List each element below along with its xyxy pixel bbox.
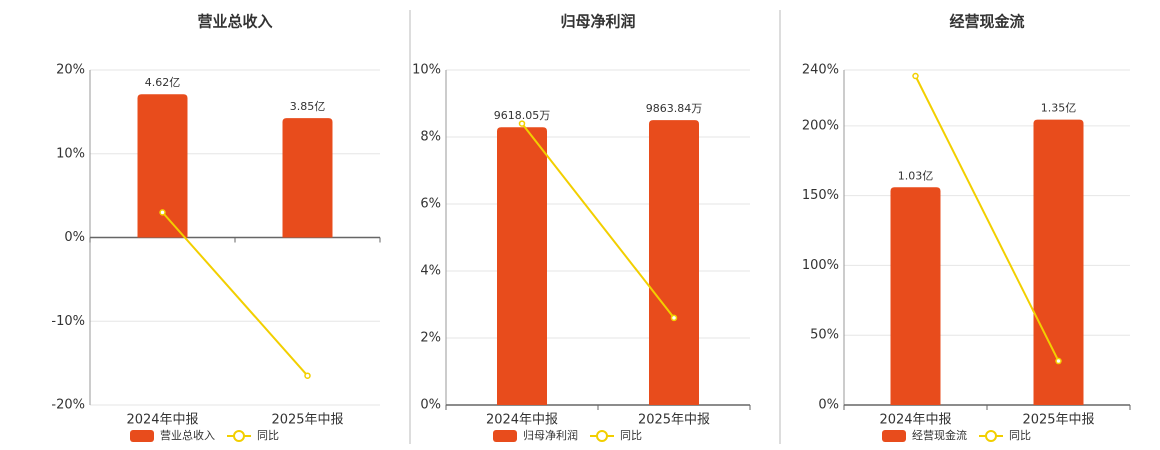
y-tick-label: 0% [420,398,441,413]
y-tick-label: 100% [802,258,839,273]
legend-label: 同比 [1009,429,1031,442]
y-tick-label: 2% [420,331,441,346]
value-label: 9618.05万 [494,109,551,122]
legend-swatch [493,430,517,442]
y-tick-label: 240% [802,63,839,78]
legend-label: 营业总收入 [160,428,215,442]
legend-swatch [233,430,245,442]
y-tick-label: 50% [810,328,839,343]
legend-swatch [882,430,906,442]
chart-title: 归母净利润 [560,13,635,31]
value-label: 1.35亿 [1041,102,1077,115]
value-label: 4.62亿 [145,76,181,89]
line [161,211,309,377]
point [304,372,311,379]
bar [649,120,699,406]
bar [890,187,941,405]
value-label: 9863.84万 [646,102,703,115]
x-tick-label: 2024年中报 [486,413,558,428]
bar [497,127,547,405]
y-tick-label: 0% [818,398,839,413]
point [670,314,678,322]
y-tick-label: -20% [51,398,85,413]
y-tick-label: 10% [412,63,441,78]
legend-label: 归母净利润 [523,428,578,442]
y-tick-label: -10% [51,314,85,329]
x-tick-label: 2025年中报 [271,413,343,428]
y-tick-label: 200% [802,118,839,133]
x-tick-label: 2024年中报 [126,413,198,428]
point [159,209,166,216]
chart-title: 营业总收入 [197,13,272,31]
point [518,120,526,127]
line [521,122,675,319]
value-label: 3.85亿 [290,100,326,113]
legend-label: 同比 [620,429,642,442]
bar [282,118,333,238]
bar [1033,119,1084,406]
chart-title: 经营现金流 [949,13,1024,31]
line [914,75,1060,362]
value-label: 1.03亿 [898,169,934,182]
y-tick-label: 20% [56,63,85,78]
legend-swatch [985,430,997,442]
legend-label: 经营现金流 [912,428,967,442]
y-tick-label: 0% [64,230,85,245]
point [1055,357,1062,365]
x-tick-label: 2025年中报 [1022,413,1094,428]
x-tick-label: 2025年中报 [638,413,710,428]
y-tick-label: 6% [420,197,441,212]
legend-swatch [130,430,154,442]
y-tick-label: 4% [420,264,441,279]
y-tick-label: 150% [802,188,839,203]
legend-swatch [596,430,608,442]
y-tick-label: 8% [420,130,441,145]
x-tick-label: 2024年中报 [879,413,951,428]
legend-label: 同比 [257,429,279,442]
bar [137,94,188,238]
point [912,72,919,80]
y-tick-label: 10% [56,146,85,161]
